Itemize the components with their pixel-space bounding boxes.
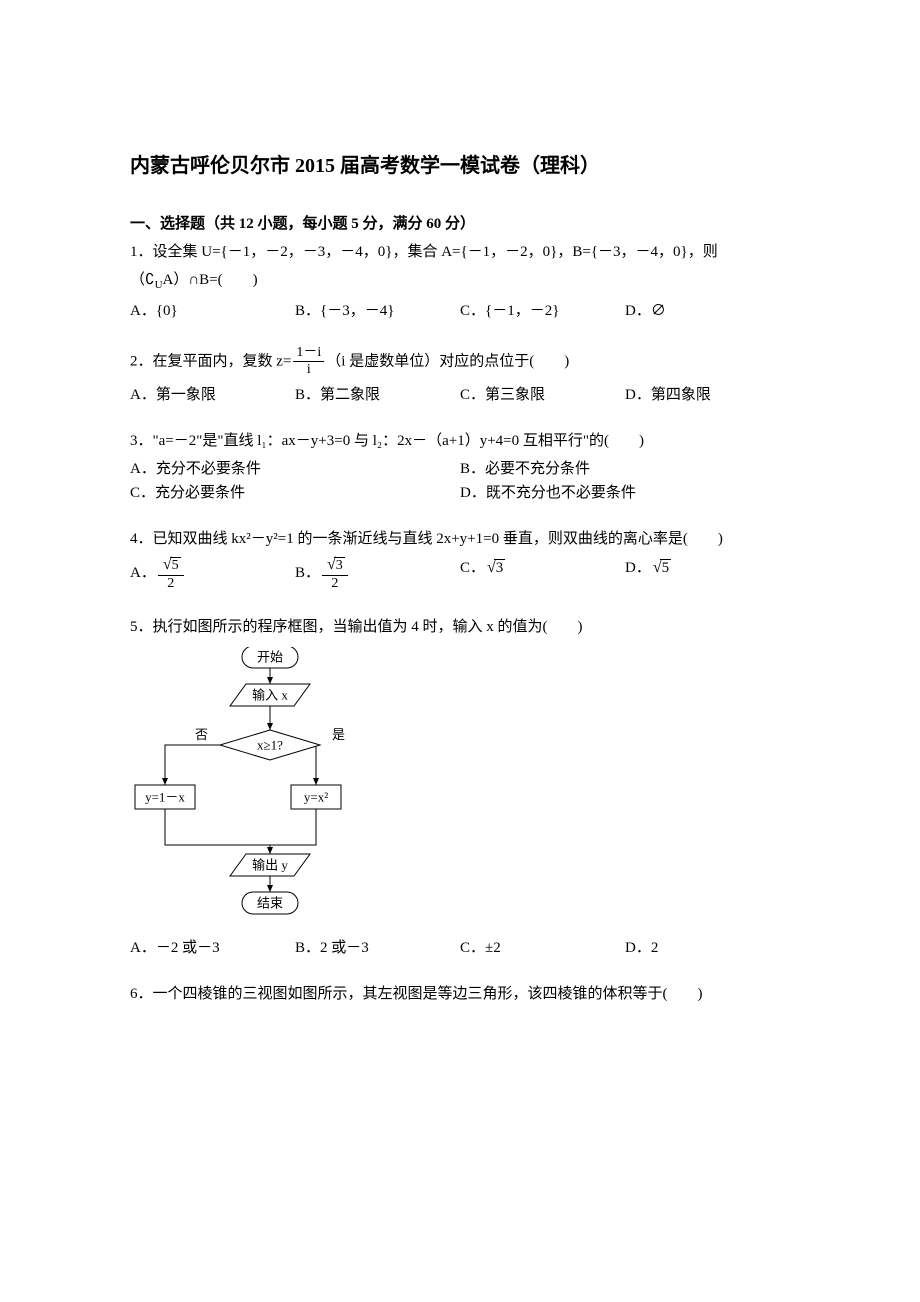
q2-optB: B．第二象限 xyxy=(295,383,460,407)
q3-optB: B．必要不充分条件 xyxy=(460,457,790,481)
q2-fraction: 1－ii xyxy=(293,345,324,380)
section-header: 一、选择题（共 12 小题，每小题 5 分，满分 60 分） xyxy=(130,212,790,236)
question-4: 4．已知双曲线 kx²－y²=1 的一条渐近线与直线 2x+y+1=0 垂直，则… xyxy=(130,527,790,593)
q3-optD: D．既不充分也不必要条件 xyxy=(460,481,790,505)
q4-optD: D．5 xyxy=(625,555,790,593)
question-3: 3．"a=－2"是"直线 l₁：ax－y+3=0 与 l₂：2x－（a+1）y+… xyxy=(130,429,790,505)
q4-optA-frac: 52 xyxy=(158,555,184,593)
q2-optD: D．第四象限 xyxy=(625,383,790,407)
q5-optD: D．2 xyxy=(625,936,790,960)
q3-optA: A．充分不必要条件 xyxy=(130,457,460,481)
svg-text:x≥1?: x≥1? xyxy=(257,737,283,752)
svg-text:否: 否 xyxy=(195,727,208,742)
question-1: 1．设全集 U={－1，－2，－3，－4，0}，集合 A={－1，－2，0}，B… xyxy=(130,240,790,323)
q6-text: 6．一个四棱锥的三视图如图所示，其左视图是等边三角形，该四棱锥的体积等于( ) xyxy=(130,982,790,1006)
q4-optD-prefix: D． xyxy=(625,560,651,576)
q1-optB: B．{－3，－4} xyxy=(295,299,460,323)
svg-text:是: 是 xyxy=(332,727,345,742)
question-5: 5．执行如图所示的程序框图，当输出值为 4 时，输入 x 的值为( ) 否 是 开始… xyxy=(130,615,790,960)
q2-frac-den: i xyxy=(293,362,324,379)
svg-text:结束: 结束 xyxy=(257,895,283,910)
svg-text:输入 x: 输入 x xyxy=(252,687,288,702)
q5-text: 5．执行如图所示的程序框图，当输出值为 4 时，输入 x 的值为( ) xyxy=(130,615,790,639)
q1-rest: A）∩B=( ) xyxy=(163,272,258,288)
q4-options: A．52 B．32 C．3 D．5 xyxy=(130,555,790,593)
q2-optC: C．第三象限 xyxy=(460,383,625,407)
q4-optC-sqrt: 3 xyxy=(485,555,505,581)
q1-text-line2: （∁UA）∩B=( ) xyxy=(130,268,790,295)
q3-options: A．充分不必要条件 B．必要不充分条件 C．充分必要条件 D．既不充分也不必要条… xyxy=(130,457,790,505)
q1-text-line1: 1．设全集 U={－1，－2，－3，－4，0}，集合 A={－1，－2，0}，B… xyxy=(130,240,790,264)
q1-options: A．{0} B．{－3，－4} C．{－1，－2} D．∅ xyxy=(130,299,790,323)
q2-z: z= xyxy=(276,353,291,369)
q5-optB: B．2 或－3 xyxy=(295,936,460,960)
q4-optA: A．52 xyxy=(130,555,295,593)
q4-optA-den: 2 xyxy=(158,576,184,593)
svg-text:开始: 开始 xyxy=(257,649,283,664)
q4-optD-sqrt: 5 xyxy=(651,555,671,581)
q3-optC: C．充分必要条件 xyxy=(130,481,460,505)
question-2: 2．在复平面内，复数 z=1－ii（i 是虚数单位）对应的点位于( ) A．第一… xyxy=(130,345,790,408)
q1-optA: A．{0} xyxy=(130,299,295,323)
flowchart-svg: 否 是 开始输入 x x≥1? y=1－x y=x² 输出 y 结束 xyxy=(130,647,365,932)
q4-optB-frac: 32 xyxy=(322,555,348,593)
q4-optA-num: 5 xyxy=(158,555,184,576)
q4-text: 4．已知双曲线 kx²－y²=1 的一条渐近线与直线 2x+y+1=0 垂直，则… xyxy=(130,527,790,551)
q3-text: 3．"a=－2"是"直线 l₁：ax－y+3=0 与 l₂：2x－（a+1）y+… xyxy=(130,429,790,453)
q2-optA: A．第一象限 xyxy=(130,383,295,407)
q2-frac-num: 1－i xyxy=(293,345,324,363)
svg-text:y=x²: y=x² xyxy=(304,789,328,804)
q5-flowchart: 否 是 开始输入 x x≥1? y=1－x y=x² 输出 y 结束 xyxy=(130,647,790,932)
q1-paren-open: （ xyxy=(130,272,145,288)
page-title: 内蒙古呼伦贝尔市 2015 届高考数学一模试卷（理科） xyxy=(130,150,790,182)
complement-sub: U xyxy=(155,279,163,291)
q4-optC: C．3 xyxy=(460,555,625,593)
q4-optB-num: 3 xyxy=(322,555,348,576)
q1-optD: D．∅ xyxy=(625,299,790,323)
q1-optC: C．{－1，－2} xyxy=(460,299,625,323)
q4-optC-prefix: C． xyxy=(460,560,485,576)
q2-prefix: 2．在复平面内，复数 xyxy=(130,353,276,369)
q2-suffix: （i 是虚数单位）对应的点位于( ) xyxy=(326,353,569,369)
complement-symbol: ∁ xyxy=(145,272,155,288)
q4-optB-den: 2 xyxy=(322,576,348,593)
q4-optB-prefix: B． xyxy=(295,565,320,581)
q2-options: A．第一象限 B．第二象限 C．第三象限 D．第四象限 xyxy=(130,383,790,407)
q4-optA-prefix: A． xyxy=(130,565,156,581)
svg-text:输出 y: 输出 y xyxy=(252,857,288,872)
q5-optA: A．－2 或－3 xyxy=(130,936,295,960)
svg-text:y=1－x: y=1－x xyxy=(145,789,185,804)
q5-options: A．－2 或－3 B．2 或－3 C．±2 D．2 xyxy=(130,936,790,960)
question-6: 6．一个四棱锥的三视图如图所示，其左视图是等边三角形，该四棱锥的体积等于( ) xyxy=(130,982,790,1006)
q2-text: 2．在复平面内，复数 z=1－ii（i 是虚数单位）对应的点位于( ) xyxy=(130,345,790,380)
q4-optB: B．32 xyxy=(295,555,460,593)
q5-optC: C．±2 xyxy=(460,936,625,960)
